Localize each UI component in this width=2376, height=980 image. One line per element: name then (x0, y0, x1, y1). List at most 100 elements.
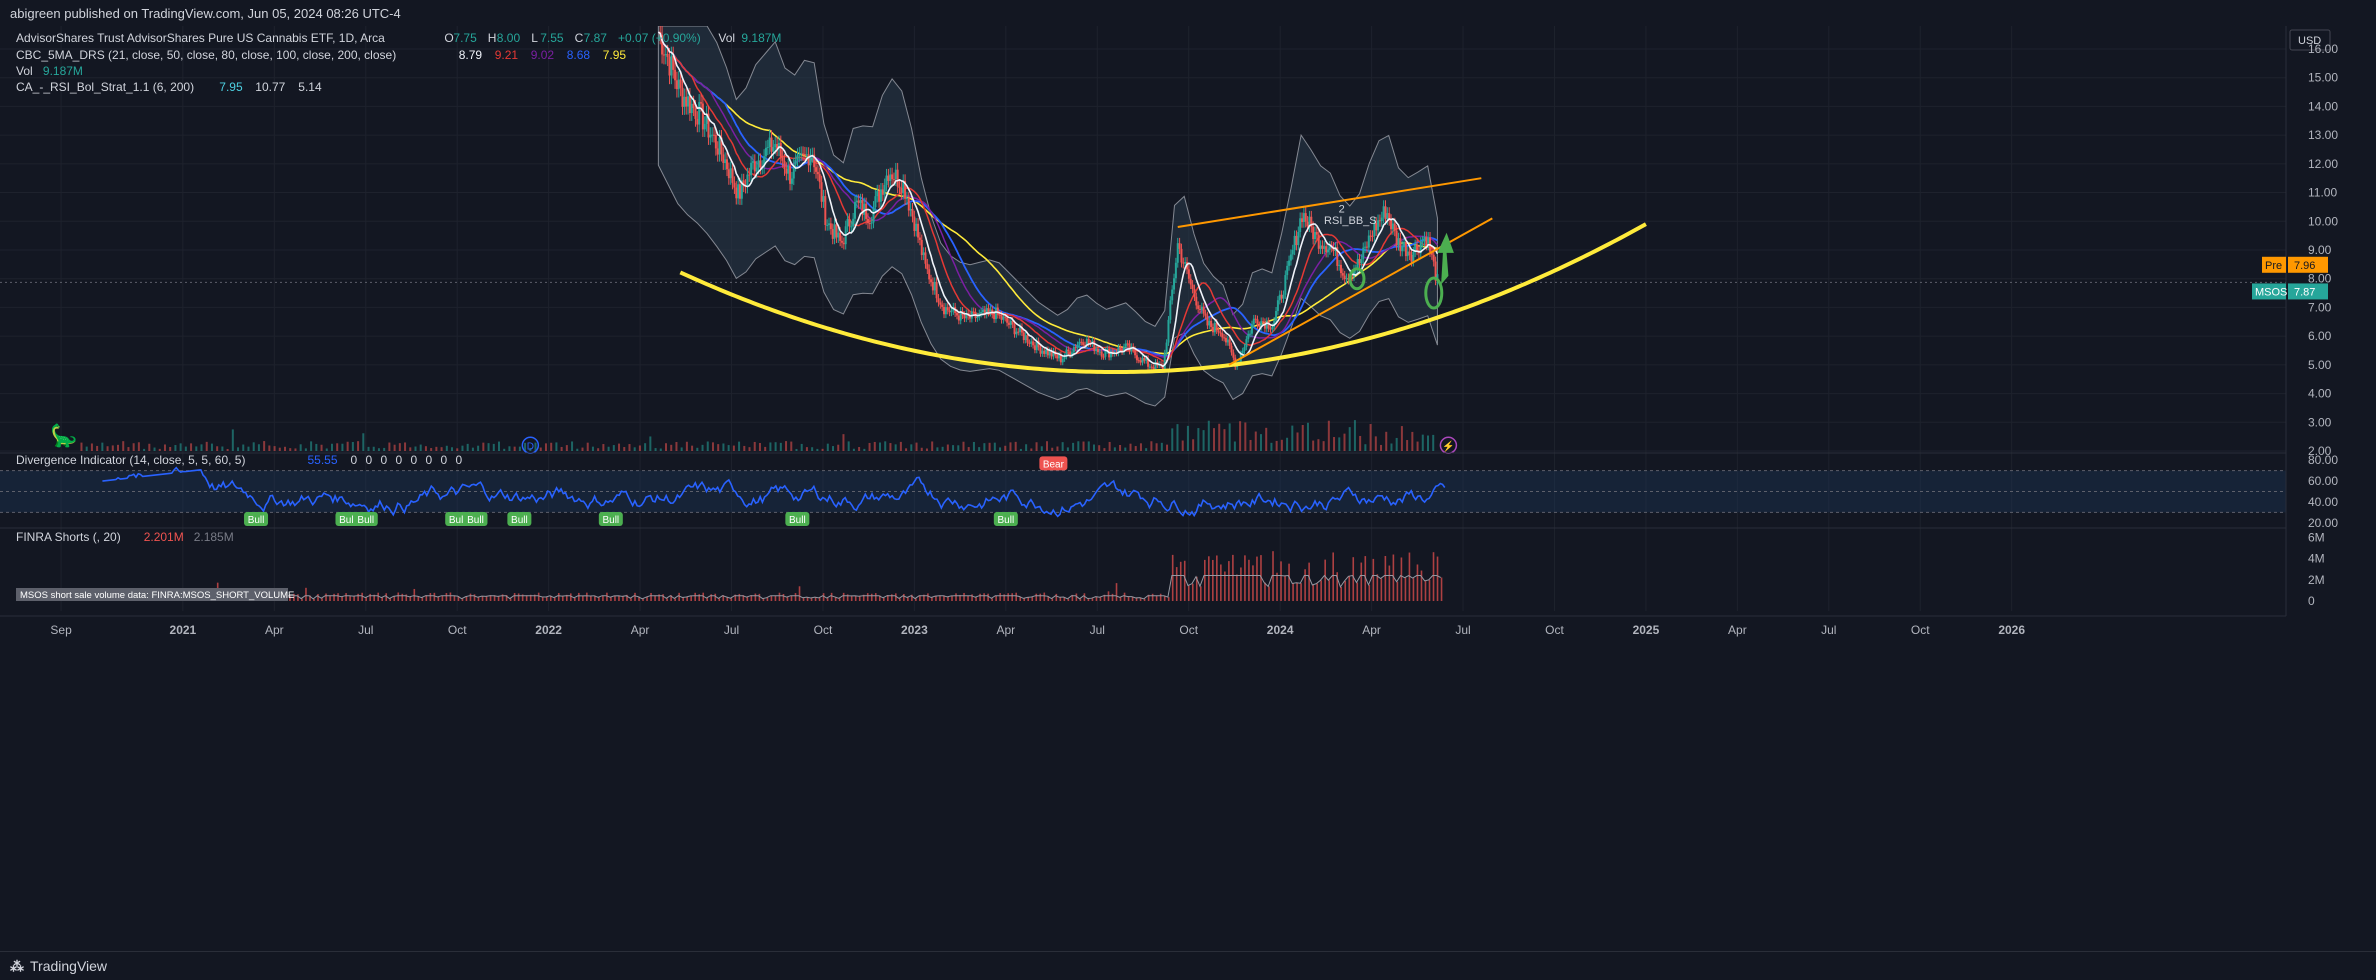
volume-bar (210, 443, 213, 451)
rsi-tick: 80.00 (2308, 453, 2338, 467)
volume-bar (680, 447, 683, 451)
finra-bar (606, 592, 608, 601)
candle-body (1321, 245, 1324, 249)
finra-bar (782, 593, 785, 601)
candle-body (1377, 220, 1380, 231)
candle-body (1269, 328, 1272, 330)
candle-body (1380, 217, 1383, 222)
finra-bar (297, 594, 299, 601)
volume-bar (795, 448, 798, 451)
candle-body (1341, 273, 1344, 276)
candle-body (1347, 278, 1350, 280)
candle-body (668, 57, 671, 76)
volume-bar (842, 434, 845, 451)
candle-body (1421, 241, 1424, 243)
candle-body (900, 187, 903, 194)
volume-bar (878, 442, 881, 451)
candle-body (959, 310, 962, 321)
volume-bar (1390, 443, 1393, 451)
bull-marker (335, 512, 360, 526)
finra-bar (1183, 560, 1186, 601)
candle-body (1352, 269, 1355, 277)
candle-body (1046, 349, 1049, 356)
ma-21-line (657, 31, 1439, 368)
candle-body (915, 223, 918, 231)
candle-body (1095, 348, 1098, 352)
finra-bar (1119, 597, 1122, 601)
candle-body (703, 123, 706, 130)
signal-count: 2 (1339, 204, 1345, 216)
candle-body (1250, 324, 1253, 334)
finra-bar (1308, 562, 1310, 601)
tv-logo-icon: ⁂ (10, 958, 24, 974)
candle-body (1013, 324, 1016, 335)
finra-bar (690, 595, 692, 601)
finra-bar (1075, 593, 1078, 601)
finra-bar (626, 594, 628, 601)
candle-body (1098, 351, 1101, 353)
candle-body (1106, 348, 1109, 351)
volume-bar (910, 444, 913, 451)
finra-bar (1163, 595, 1166, 601)
volume-bar (722, 443, 725, 451)
volume-bar (1207, 420, 1210, 451)
candle-body (818, 174, 821, 183)
volume-bar (451, 447, 454, 451)
candle-body (1202, 306, 1205, 314)
candle-body (1365, 246, 1368, 248)
brand[interactable]: ⁂ TradingView (10, 958, 107, 975)
finra-bar (931, 597, 933, 601)
volume-bar (304, 448, 307, 451)
finra-bar (714, 593, 717, 601)
candle-body (931, 281, 934, 291)
finra-bar (722, 595, 725, 601)
upper-trendline (1177, 177, 1482, 229)
candle-body (1326, 249, 1329, 253)
candle-body (833, 224, 836, 239)
candle-body (679, 79, 682, 88)
finra-bar (1203, 559, 1206, 601)
volume-bar (1286, 437, 1289, 451)
finra-bar (1159, 593, 1162, 601)
indicator-value: 10.77 (255, 80, 285, 94)
price-tick: 4.00 (2308, 387, 2332, 401)
candle-body (1282, 294, 1285, 299)
volume-bar (90, 443, 93, 451)
candle-body (998, 314, 1001, 316)
finra-bar (678, 592, 680, 601)
candle-body (1351, 274, 1354, 277)
candle-body (677, 79, 680, 90)
candle-body (1343, 275, 1346, 280)
candle-body (1430, 251, 1433, 255)
volume-bar (1019, 448, 1022, 451)
time-tick: Oct (814, 623, 833, 637)
finra-bar (983, 593, 985, 601)
finra-bar (485, 596, 488, 601)
candle-body (1052, 350, 1055, 357)
candle-body (1425, 237, 1428, 246)
indicator-value: 5.14 (298, 80, 322, 94)
candle-body (672, 55, 675, 70)
candle-body (768, 137, 771, 148)
finra-bar (702, 592, 705, 601)
candle-body (1404, 242, 1407, 257)
finra-bar (947, 596, 949, 601)
finra-bar (999, 593, 1001, 601)
candle-body (1208, 320, 1211, 326)
finra-bar (1344, 581, 1347, 601)
finra-bar (762, 598, 765, 601)
finra-bar (1300, 583, 1302, 601)
candle-body (1258, 325, 1261, 327)
candle-body (1260, 321, 1263, 327)
finra-bar (850, 595, 853, 601)
volume-bar (633, 447, 636, 451)
finra-bar (686, 596, 688, 601)
finra-bar (365, 597, 367, 601)
candle-body (1247, 333, 1250, 340)
finra-bar (822, 593, 825, 601)
chart-area[interactable]: 2 RSI_BB_S D ⚡ 🦕 Bull Bull Bull Bull Bull Bull Bul… (0, 22, 2376, 951)
volume-bar (748, 447, 751, 451)
finra-bar (409, 596, 412, 601)
finra-bar (1059, 597, 1062, 601)
